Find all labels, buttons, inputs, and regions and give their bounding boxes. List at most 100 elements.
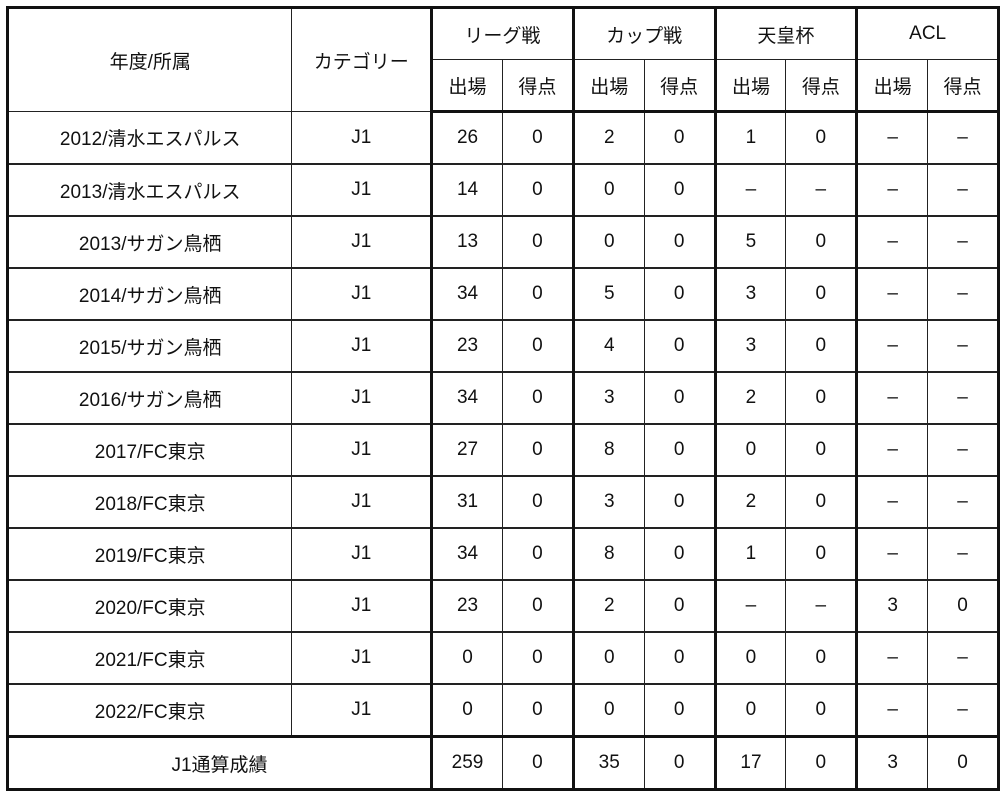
cell-season-club: 2014/サガン鳥栖	[6, 267, 293, 321]
cell-cup-goals: 0	[643, 423, 717, 477]
cell-acl-goals: –	[927, 527, 999, 581]
cell-emperors-cup-apps: 2	[714, 475, 787, 529]
cell-emperors-cup-apps: –	[714, 163, 787, 217]
header-year-club: 年度/所属	[6, 7, 293, 112]
cell-acl-goals: –	[927, 423, 999, 477]
cell-league-apps: 23	[431, 319, 503, 373]
cell-category: J1	[291, 371, 434, 425]
cell-league-goals: 0	[501, 267, 575, 321]
cell-emperors-cup-apps: 0	[714, 423, 787, 477]
total-emperors-cup-goals: 0	[785, 735, 859, 790]
cell-league-apps: 14	[431, 163, 503, 217]
cell-league-goals: 0	[501, 475, 575, 529]
cell-acl-apps: –	[856, 267, 929, 321]
header-apps: 出場	[572, 59, 645, 113]
cell-league-goals: 0	[501, 423, 575, 477]
total-acl-goals: 0	[927, 735, 999, 790]
cell-acl-goals: –	[927, 111, 999, 165]
cell-cup-goals: 0	[643, 683, 717, 738]
total-emperors-cup-apps: 17	[714, 735, 787, 790]
cell-emperors-cup-apps: 2	[714, 371, 787, 425]
cell-category: J1	[291, 683, 434, 738]
cell-cup-apps: 3	[572, 475, 645, 529]
cell-acl-goals: –	[927, 319, 999, 373]
header-cup: カップ戦	[572, 7, 717, 60]
header-apps: 出場	[431, 59, 503, 113]
cell-season-club: 2013/清水エスパルス	[6, 163, 293, 217]
cell-season-club: 2018/FC東京	[6, 475, 293, 529]
cell-cup-goals: 0	[643, 215, 717, 269]
cell-season-club: 2021/FC東京	[6, 631, 293, 685]
cell-emperors-cup-apps: 0	[714, 683, 787, 738]
cell-season-club: 2012/清水エスパルス	[6, 111, 293, 165]
table-row: 2020/FC東京 J1 23 0 2 0– –3 0	[6, 579, 999, 633]
cell-league-apps: 13	[431, 215, 503, 269]
table-row: 2015/サガン鳥栖 J1 23 0 4 0 3 0– –	[6, 319, 999, 373]
cell-cup-goals: 0	[643, 319, 717, 373]
total-acl-apps: 3	[856, 735, 929, 790]
cell-emperors-cup-goals: 0	[785, 215, 859, 269]
cell-cup-goals: 0	[643, 527, 717, 581]
cell-emperors-cup-apps: 1	[714, 111, 787, 165]
cell-acl-goals: –	[927, 475, 999, 529]
cell-season-club: 2020/FC東京	[6, 579, 293, 633]
cell-category: J1	[291, 319, 434, 373]
table-row: 2014/サガン鳥栖 J1 34 0 5 0 3 0– –	[6, 267, 999, 321]
cell-emperors-cup-goals: 0	[785, 683, 859, 738]
cell-acl-apps: –	[856, 631, 929, 685]
cell-cup-apps: 0	[572, 631, 645, 685]
cell-category: J1	[291, 215, 434, 269]
cell-league-apps: 0	[431, 683, 503, 738]
table-row: 2016/サガン鳥栖 J1 34 0 3 0 2 0– –	[6, 371, 999, 425]
cell-emperors-cup-goals: 0	[785, 111, 859, 165]
total-league-goals: 0	[501, 735, 575, 790]
total-cup-apps: 35	[572, 735, 645, 790]
cell-cup-apps: 4	[572, 319, 645, 373]
table-row: 2022/FC東京 J1 0 0 0 0 0 0– –	[6, 683, 999, 738]
cell-cup-apps: 2	[572, 579, 645, 633]
total-cup-goals: 0	[643, 735, 717, 790]
cell-emperors-cup-goals: 0	[785, 631, 859, 685]
cell-emperors-cup-apps: –	[714, 579, 787, 633]
cell-emperors-cup-goals: 0	[785, 371, 859, 425]
cell-category: J1	[291, 111, 434, 165]
cell-league-goals: 0	[501, 163, 575, 217]
cell-category: J1	[291, 527, 434, 581]
cell-acl-apps: –	[856, 683, 929, 738]
header-goals: 得点	[785, 59, 859, 113]
header-apps: 出場	[714, 59, 787, 113]
cell-season-club: 2017/FC東京	[6, 423, 293, 477]
career-stats-table: 年度/所属 カテゴリー リーグ戦 カップ戦 天皇杯 ACL 出場 得点 出場 得…	[6, 6, 1000, 791]
cell-season-club: 2016/サガン鳥栖	[6, 371, 293, 425]
cell-league-goals: 0	[501, 683, 575, 738]
cell-season-club: 2022/FC東京	[6, 683, 293, 738]
cell-cup-apps: 8	[572, 423, 645, 477]
cell-acl-apps: 3	[856, 579, 929, 633]
cell-cup-apps: 8	[572, 527, 645, 581]
header-goals: 得点	[501, 59, 575, 113]
cell-league-goals: 0	[501, 579, 575, 633]
cell-emperors-cup-apps: 1	[714, 527, 787, 581]
cell-emperors-cup-goals: 0	[785, 267, 859, 321]
cell-acl-goals: 0	[927, 579, 999, 633]
cell-emperors-cup-goals: –	[785, 163, 859, 217]
total-label: J1通算成績	[6, 735, 434, 790]
cell-cup-goals: 0	[643, 267, 717, 321]
header-goals: 得点	[927, 59, 999, 113]
cell-category: J1	[291, 579, 434, 633]
cell-league-apps: 27	[431, 423, 503, 477]
cell-cup-apps: 5	[572, 267, 645, 321]
header-apps: 出場	[856, 59, 929, 113]
cell-acl-goals: –	[927, 371, 999, 425]
cell-acl-apps: –	[856, 423, 929, 477]
cell-acl-apps: –	[856, 215, 929, 269]
cell-cup-apps: 0	[572, 163, 645, 217]
header-acl: ACL	[856, 7, 999, 60]
cell-cup-goals: 0	[643, 111, 717, 165]
cell-league-goals: 0	[501, 527, 575, 581]
cell-cup-goals: 0	[643, 371, 717, 425]
cell-acl-apps: –	[856, 163, 929, 217]
table-row: 2013/清水エスパルス J1 14 0 0 0– – – –	[6, 163, 999, 217]
cell-acl-goals: –	[927, 683, 999, 738]
table-row: 2019/FC東京 J1 34 0 8 0 1 0– –	[6, 527, 999, 581]
